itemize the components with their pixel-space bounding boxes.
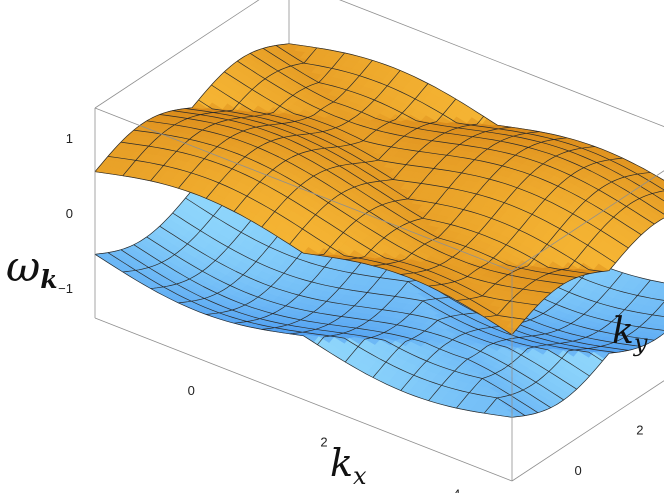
mesh-line [94,254,513,418]
mesh-line [94,43,290,172]
mesh-line [275,45,664,191]
mesh-line [400,262,596,391]
mesh-line [120,141,538,306]
mesh-line [345,131,540,260]
mesh-line [224,71,642,236]
mesh-line [511,333,664,418]
mesh-line [122,47,318,177]
mesh-line [159,225,577,390]
y-axis-label: ky [612,311,648,357]
mesh-line [250,53,664,215]
box-edge [94,317,513,482]
mesh-line [372,137,568,267]
surface-patch [660,310,664,315]
mesh-line [94,171,513,335]
surface-patches [94,43,664,336]
box-edge [94,0,260,109]
mesh-line [198,99,616,264]
mesh-line [185,197,603,362]
mesh-line [456,279,651,409]
upper-band-surface [94,43,664,336]
mesh-line [172,212,590,377]
mesh-line [317,126,512,256]
bounding-box-front [94,107,664,482]
x-tick-label: 4 [453,487,460,493]
mesh-line [185,108,603,272]
mesh-line [178,60,373,189]
y-tick-label: 2 [636,422,643,437]
mesh-line [133,244,551,408]
x-tick-label: 2 [320,435,327,450]
mesh-line [511,217,664,335]
mesh-line [261,98,457,228]
mesh-line [120,249,539,413]
mesh-line [456,172,651,301]
mesh-line [483,301,664,414]
mesh-line [289,116,484,245]
mesh-line [262,48,664,202]
z-tick-label: 1 [66,131,73,146]
surface-patch [658,282,664,290]
mesh-lines [94,43,664,335]
z-tick-label: −1 [58,281,73,296]
mesh-line [146,236,564,401]
mesh-line [400,146,595,275]
mesh-line [107,252,526,416]
mesh-line [233,83,429,212]
mesh-line [172,110,590,274]
mesh-line [428,272,623,401]
x-axis-label: kx [330,441,367,490]
surface-patch [660,322,664,326]
z-tick-label: 0 [66,206,73,221]
mesh-line [107,156,525,320]
mesh-line [288,43,664,181]
box-edge [511,380,664,482]
box-edge [94,107,513,272]
z-axis-label: ωk [6,242,58,294]
box-edge [511,170,664,272]
mesh-line [150,52,345,182]
x-tick-label: 0 [188,383,195,398]
mesh-line [211,84,629,249]
y-tick-label: 0 [575,463,582,478]
mesh-line [205,70,401,199]
mesh-line [133,129,551,294]
mesh-line [159,114,577,278]
mesh-line [237,60,655,225]
mesh-line [484,190,664,318]
mesh-line [146,120,564,285]
tick-labels: 02402410−1 [58,131,643,493]
box-edge [339,0,664,128]
mesh-line [428,157,623,287]
